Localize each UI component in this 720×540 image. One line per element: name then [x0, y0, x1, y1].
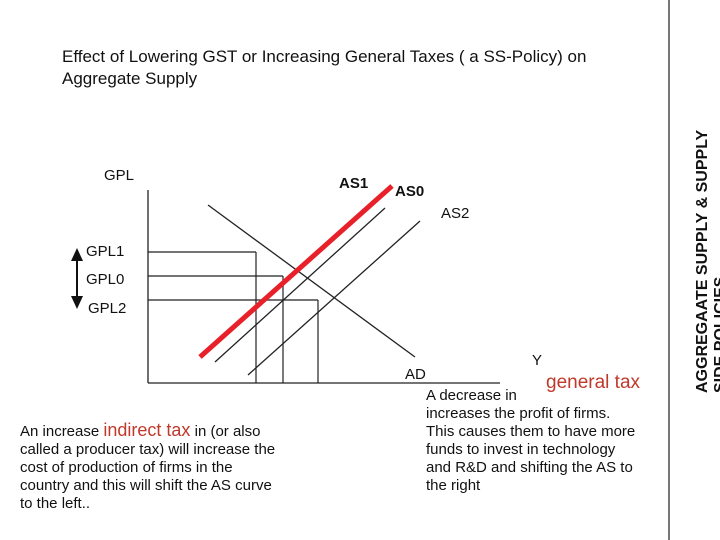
as1-label: AS1 — [339, 175, 369, 192]
right-note-highlight: general tax — [546, 372, 641, 393]
right-note-prefix: A decrease in — [426, 387, 517, 404]
left-note: An increase indirect tax in (or also cal… — [20, 421, 276, 513]
page-title: Effect of Lowering GST or Increasing Gen… — [62, 47, 587, 88]
as0-label: AS0 — [395, 183, 425, 200]
y-axis-label: GPL — [104, 167, 135, 184]
ad-label: AD — [405, 366, 426, 383]
gpl1-label: GPL1 — [86, 243, 125, 260]
left-note-prefix: An increase — [20, 423, 104, 440]
left-note-highlight: indirect tax — [103, 420, 191, 440]
as0-curve — [214, 207, 386, 363]
as1-curve — [198, 184, 394, 359]
as2-label: AS2 — [441, 205, 470, 222]
left-note-suffix: in (or also called a producer tax) will … — [20, 423, 276, 512]
gpl0-label: GPL0 — [86, 271, 125, 288]
ad-curve — [207, 204, 416, 358]
sidebar — [668, 0, 720, 540]
right-note-body: increases the profit of firms. This caus… — [426, 405, 636, 494]
gpl2-label: GPL2 — [88, 300, 127, 317]
up-down-arrow-icon — [71, 248, 83, 309]
as2-curve — [247, 220, 421, 376]
x-axis-label: Y — [532, 352, 543, 369]
right-note: A decrease in increases the profit of fir… — [426, 387, 636, 495]
